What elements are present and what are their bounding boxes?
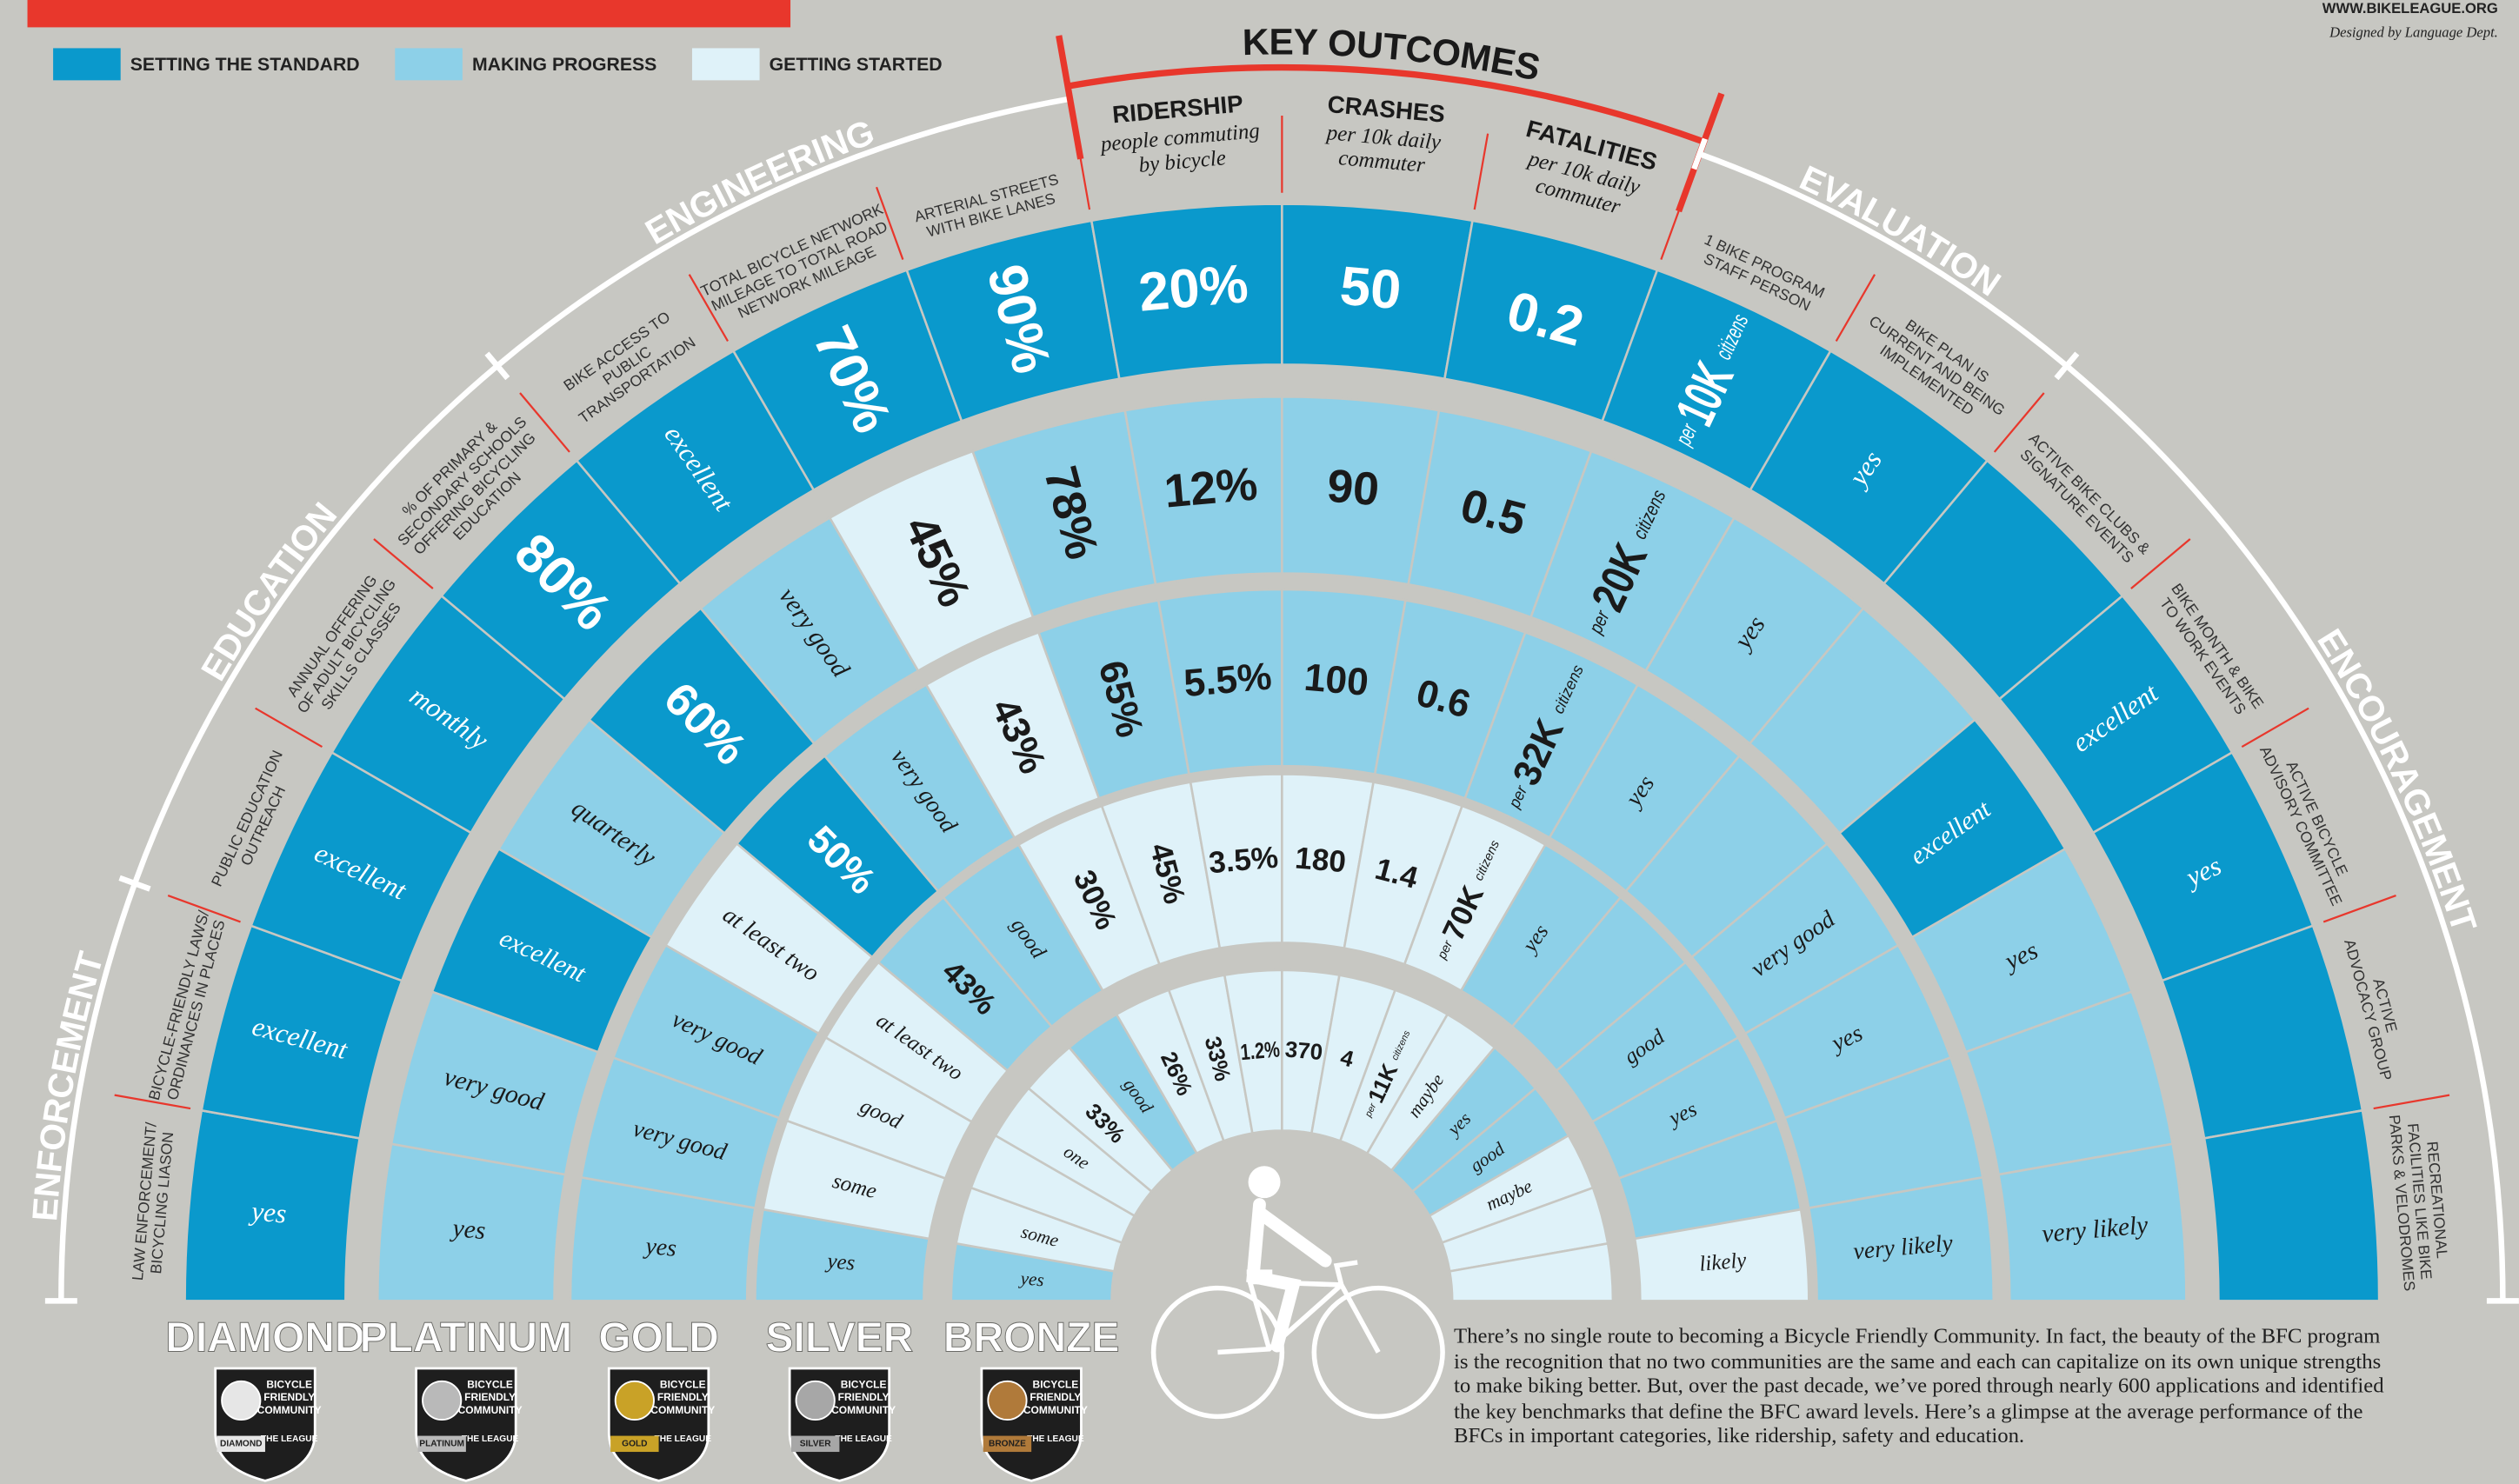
- badge-text: COMMUNITY: [650, 1404, 715, 1416]
- cell-value: 1.2%: [1239, 1037, 1281, 1065]
- page: { "header": {"url": "WWW.BIKELEAGUE.ORG"…: [0, 0, 2519, 1484]
- level-name: DIAMOND: [165, 1314, 364, 1361]
- badge-text: FRIENDLY: [838, 1391, 890, 1403]
- level-name: GOLD: [598, 1314, 719, 1361]
- cell-value: yes: [1018, 1268, 1045, 1290]
- cell-value: 50: [1337, 256, 1403, 322]
- cell-value: yes: [642, 1232, 677, 1261]
- legend-swatch: [53, 48, 121, 80]
- badge-text: BICYCLE: [841, 1378, 887, 1390]
- legend-swatch: [692, 48, 760, 80]
- badge-emblem: [423, 1381, 461, 1420]
- level-name: PLATINUM: [360, 1314, 573, 1361]
- cell-value: 20%: [1136, 253, 1250, 323]
- badge-org: THE LEAGUE: [655, 1434, 712, 1444]
- badge-text: FRIENDLY: [1030, 1391, 1081, 1403]
- badge-org: THE LEAGUE: [1027, 1434, 1084, 1444]
- badge-text: COMMUNITY: [1023, 1404, 1088, 1416]
- badge-org: THE LEAGUE: [462, 1434, 519, 1444]
- cell-value: 3.5%: [1207, 840, 1279, 880]
- cell-value: likely: [1698, 1248, 1748, 1276]
- badge-level: BRONZE: [989, 1439, 1026, 1448]
- footer-text: There’s no single route to becoming a Bi…: [1454, 1323, 2389, 1448]
- badge-text: BICYCLE: [266, 1378, 312, 1390]
- badge-text: BICYCLE: [660, 1378, 706, 1390]
- badge-org: THE LEAGUE: [261, 1434, 318, 1444]
- badge-emblem: [222, 1381, 260, 1420]
- badge-level: DIAMOND: [220, 1439, 263, 1448]
- cell-value: 370: [1284, 1037, 1323, 1065]
- legend-swatch: [395, 48, 463, 80]
- badge-text: COMMUNITY: [831, 1404, 896, 1416]
- level-name: SILVER: [765, 1314, 913, 1361]
- title-bar: [28, 0, 791, 27]
- cell: [2204, 1110, 2379, 1301]
- cell-value: 12%: [1163, 458, 1260, 517]
- cell-value: yes: [823, 1249, 856, 1275]
- cell-value: 5.5%: [1182, 655, 1273, 706]
- legend-label: SETTING THE STANDARD: [130, 54, 360, 75]
- cell-value: 180: [1294, 841, 1348, 879]
- cell-value: yes: [248, 1195, 288, 1229]
- badge-text: FRIENDLY: [464, 1391, 516, 1403]
- badge-emblem: [616, 1381, 654, 1420]
- badge-text: FRIENDLY: [263, 1391, 315, 1403]
- level-name: BRONZE: [943, 1314, 1120, 1361]
- badge-text: BICYCLE: [1033, 1378, 1079, 1390]
- footer-box: There’s no single route to becoming a Bi…: [1454, 1323, 2389, 1484]
- badge-text: COMMUNITY: [458, 1404, 523, 1416]
- url: WWW.BIKELEAGUE.ORG: [2322, 0, 2498, 17]
- badge-level: GOLD: [622, 1439, 647, 1448]
- badge-emblem: [988, 1381, 1026, 1420]
- legend-label: GETTING STARTED: [770, 54, 943, 75]
- cell-value: 100: [1303, 656, 1370, 704]
- badge-text: BICYCLE: [467, 1378, 513, 1390]
- badge-org: THE LEAGUE: [835, 1434, 892, 1444]
- badge-level: PLATINUM: [419, 1439, 464, 1448]
- rider-head: [1249, 1166, 1281, 1198]
- badge-text: COMMUNITY: [257, 1404, 322, 1416]
- infographic: WWW.BIKELEAGUE.ORG Designed by Language …: [0, 0, 2519, 1484]
- badge-level: SILVER: [800, 1439, 832, 1448]
- cell-value: yes: [449, 1214, 486, 1245]
- badge-text: FRIENDLY: [657, 1391, 709, 1403]
- cell-value: 90: [1325, 461, 1381, 516]
- credit: Designed by Language Dept.: [2329, 23, 2498, 40]
- legend-label: MAKING PROGRESS: [472, 54, 656, 75]
- badge-emblem: [796, 1381, 835, 1420]
